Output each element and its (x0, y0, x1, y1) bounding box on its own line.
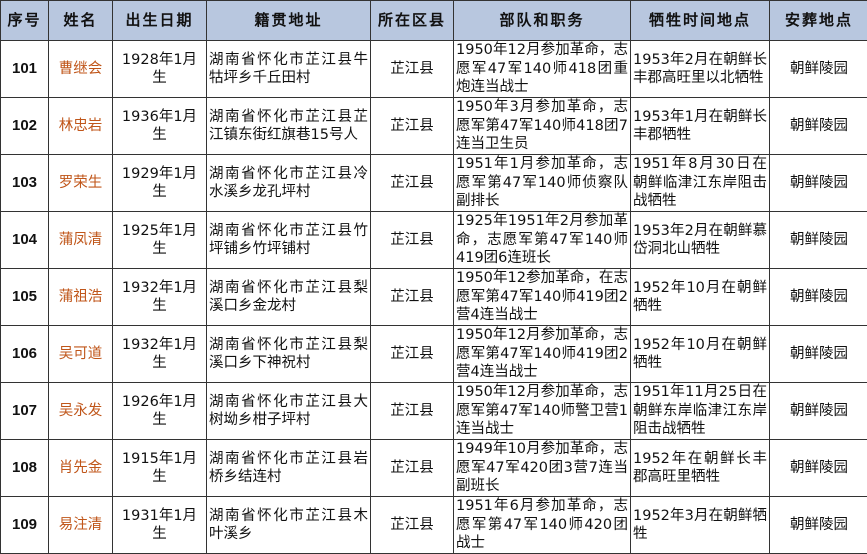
cell-birth: 1932年1月生 (112, 325, 207, 383)
cell-name: 易注清 (48, 496, 113, 554)
cell-county: 芷江县 (370, 382, 454, 440)
cell-unit: 1950年12月参加革命，志愿军47军140师418团重炮连当战士 (453, 40, 631, 98)
cell-burial: 朝鲜陵园 (769, 211, 867, 269)
cell-address: 湖南省怀化市芷江县牛牯坪乡千丘田村 (206, 40, 371, 98)
cell-name: 蒲祖浩 (48, 268, 113, 326)
header-row: 序号 姓名 出生日期 籍贯地址 所在区县 部队和职务 牺牲时间地点 安葬地点 (0, 0, 867, 41)
cell-county: 芷江县 (370, 439, 454, 497)
cell-birth: 1932年1月生 (112, 268, 207, 326)
cell-burial: 朝鲜陵园 (769, 40, 867, 98)
cell-name: 肖先金 (48, 439, 113, 497)
cell-unit: 1925年1951年2月参加革命，志愿军第47军140师419团6连班长 (453, 211, 631, 269)
cell-county: 芷江县 (370, 496, 454, 554)
cell-county: 芷江县 (370, 97, 454, 155)
table-row: 107 吴永发 1926年1月生 湖南省怀化市芷江县大树坳乡柑子坪村 芷江县 1950年1… (0, 382, 867, 440)
cell-birth: 1928年1月生 (112, 40, 207, 98)
cell-name: 吴永发 (48, 382, 113, 440)
cell-unit: 1950年3月参加革命，志愿军第47军140师418团7连当卫生员 (453, 97, 631, 155)
cell-unit: 1951年1月参加革命，志愿军第47军140师侦察队副排长 (453, 154, 631, 212)
cell-county: 芷江县 (370, 325, 454, 383)
cell-death: 1953年1月在朝鲜长丰郡牺牲 (630, 97, 770, 155)
cell-no: 105 (0, 268, 49, 326)
table-row: 105 蒲祖浩 1932年1月生 湖南省怀化市芷江县梨溪口乡金龙村 芷江县 1950年12… (0, 268, 867, 326)
cell-birth: 1926年1月生 (112, 382, 207, 440)
cell-birth: 1929年1月生 (112, 154, 207, 212)
cell-death: 1951年11月25日在朝鲜东岸临津江东岸阻击战牺牲 (630, 382, 770, 440)
cell-burial: 朝鲜陵园 (769, 325, 867, 383)
cell-county: 芷江县 (370, 211, 454, 269)
cell-birth: 1936年1月生 (112, 97, 207, 155)
cell-death: 1953年2月在朝鲜慕岱洞北山牺牲 (630, 211, 770, 269)
cell-name: 林忠岩 (48, 97, 113, 155)
cell-no: 104 (0, 211, 49, 269)
table-row: 108 肖先金 1915年1月生 湖南省怀化市芷江县岩桥乡结连村 芷江县 1949年10月… (0, 439, 867, 497)
header-address: 籍贯地址 (206, 0, 371, 41)
table-row: 101 曹继会 1928年1月生 湖南省怀化市芷江县牛牯坪乡千丘田村 芷江县 1950年1… (0, 40, 867, 98)
table-row: 109 易注清 1931年1月生 湖南省怀化市芷江县木叶溪乡 芷江县 1951年6月参加革… (0, 496, 867, 554)
cell-no: 103 (0, 154, 49, 212)
cell-death: 1951年8月30日在朝鲜临津江东岸阻击战牺牲 (630, 154, 770, 212)
cell-no: 102 (0, 97, 49, 155)
header-burial: 安葬地点 (769, 0, 867, 41)
header-unit: 部队和职务 (453, 0, 631, 41)
header-no: 序号 (0, 0, 49, 41)
cell-birth: 1915年1月生 (112, 439, 207, 497)
cell-burial: 朝鲜陵园 (769, 439, 867, 497)
cell-death: 1952年在朝鲜长丰郡高旺里牺牲 (630, 439, 770, 497)
cell-county: 芷江县 (370, 268, 454, 326)
cell-birth: 1931年1月生 (112, 496, 207, 554)
table-row: 106 吴可道 1932年1月生 湖南省怀化市芷江县梨溪口乡下神祝村 芷江县 1950年1… (0, 325, 867, 383)
cell-birth: 1925年1月生 (112, 211, 207, 269)
cell-address: 湖南省怀化市芷江县岩桥乡结连村 (206, 439, 371, 497)
cell-address: 湖南省怀化市芷江县梨溪口乡下神祝村 (206, 325, 371, 383)
header-county: 所在区县 (370, 0, 454, 41)
cell-death: 1952年10月在朝鲜牺牲 (630, 325, 770, 383)
cell-burial: 朝鲜陵园 (769, 382, 867, 440)
cell-burial: 朝鲜陵园 (769, 496, 867, 554)
cell-no: 106 (0, 325, 49, 383)
cell-unit: 1950年12月参加革命，志愿军第47军140师419团2营4连当战士 (453, 325, 631, 383)
cell-name: 蒲凤清 (48, 211, 113, 269)
cell-address: 湖南省怀化市芷江县木叶溪乡 (206, 496, 371, 554)
header-name: 姓名 (48, 0, 113, 41)
cell-unit: 1950年12月参加革命，志愿军第47军140师警卫营1连当战士 (453, 382, 631, 440)
cell-address: 湖南省怀化市芷江县冷水溪乡龙孔坪村 (206, 154, 371, 212)
cell-burial: 朝鲜陵园 (769, 268, 867, 326)
header-birth: 出生日期 (112, 0, 207, 41)
cell-death: 1953年2月在朝鲜长丰郡高旺里以北牺牲 (630, 40, 770, 98)
table-row: 104 蒲凤清 1925年1月生 湖南省怀化市芷江县竹坪铺乡竹坪铺村 芷江县 1925年1… (0, 211, 867, 269)
table-row: 102 林忠岩 1936年1月生 湖南省怀化市芷江县芷江镇东街红旗巷15号人 芷江县 19… (0, 97, 867, 155)
cell-name: 曹继会 (48, 40, 113, 98)
cell-no: 101 (0, 40, 49, 98)
cell-name: 吴可道 (48, 325, 113, 383)
cell-burial: 朝鲜陵园 (769, 154, 867, 212)
cell-address: 湖南省怀化市芷江县芷江镇东街红旗巷15号人 (206, 97, 371, 155)
cell-no: 108 (0, 439, 49, 497)
cell-unit: 1949年10月参加革命，志愿军47军420团3营7连当副班长 (453, 439, 631, 497)
cell-name: 罗荣生 (48, 154, 113, 212)
cell-no: 107 (0, 382, 49, 440)
header-death: 牺牲时间地点 (630, 0, 770, 41)
cell-address: 湖南省怀化市芷江县大树坳乡柑子坪村 (206, 382, 371, 440)
cell-county: 芷江县 (370, 154, 454, 212)
cell-unit: 1951年6月参加革命，志愿军第47军140师420团战士 (453, 496, 631, 554)
cell-address: 湖南省怀化市芷江县竹坪铺乡竹坪铺村 (206, 211, 371, 269)
cell-death: 1952年10月在朝鲜牺牲 (630, 268, 770, 326)
table-row: 103 罗荣生 1929年1月生 湖南省怀化市芷江县冷水溪乡龙孔坪村 芷江县 1951年1… (0, 154, 867, 212)
cell-unit: 1950年12参加革命，在志愿军第47军140师419团2营4连当战士 (453, 268, 631, 326)
cell-address: 湖南省怀化市芷江县梨溪口乡金龙村 (206, 268, 371, 326)
cell-county: 芷江县 (370, 40, 454, 98)
cell-death: 1952年3月在朝鲜牺牲 (630, 496, 770, 554)
cell-burial: 朝鲜陵园 (769, 97, 867, 155)
cell-no: 109 (0, 496, 49, 554)
